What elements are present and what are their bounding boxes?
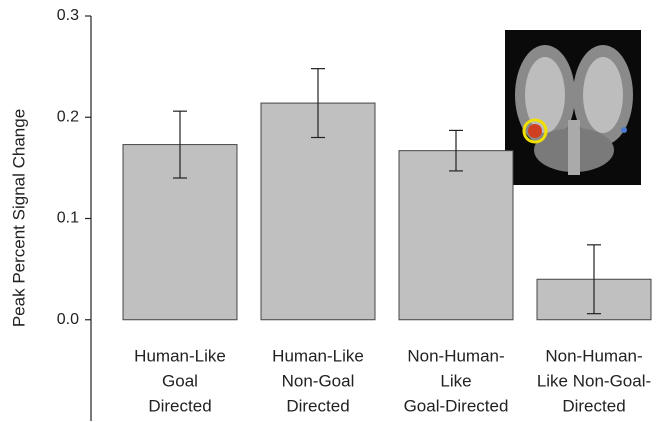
x-tick-label: Like bbox=[440, 371, 471, 390]
x-tick-label: Directed bbox=[286, 396, 349, 415]
x-tick-label: Directed bbox=[148, 396, 211, 415]
error-bar bbox=[173, 110, 187, 179]
x-tick-label: Goal-Directed bbox=[404, 396, 509, 415]
x-tick-label: Human-Like bbox=[134, 346, 226, 365]
y-tick-label: 0.2 bbox=[57, 108, 79, 125]
x-tick-label: Goal bbox=[162, 371, 198, 390]
x-tick-label: Human-Like bbox=[272, 346, 364, 365]
y-axis-label: Peak Percent Signal Change bbox=[9, 109, 28, 327]
error-bar bbox=[311, 68, 325, 139]
x-tick-label: Non-Human- bbox=[545, 346, 642, 365]
error-bar bbox=[449, 129, 463, 172]
x-tick-label: Non-Goal bbox=[282, 371, 355, 390]
x-tick-label: Non-Human- bbox=[407, 346, 504, 365]
x-tick-label: Directed bbox=[562, 396, 625, 415]
y-tick-label: 0.0 bbox=[57, 311, 79, 328]
bar bbox=[260, 102, 376, 321]
brain-inset bbox=[505, 30, 641, 185]
y-tick-label: 0.3 bbox=[57, 7, 79, 24]
x-tick-label: Like Non-Goal- bbox=[537, 371, 651, 390]
y-tick-label: 0.1 bbox=[57, 210, 79, 227]
error-bar bbox=[587, 244, 601, 315]
bar bbox=[398, 150, 514, 321]
